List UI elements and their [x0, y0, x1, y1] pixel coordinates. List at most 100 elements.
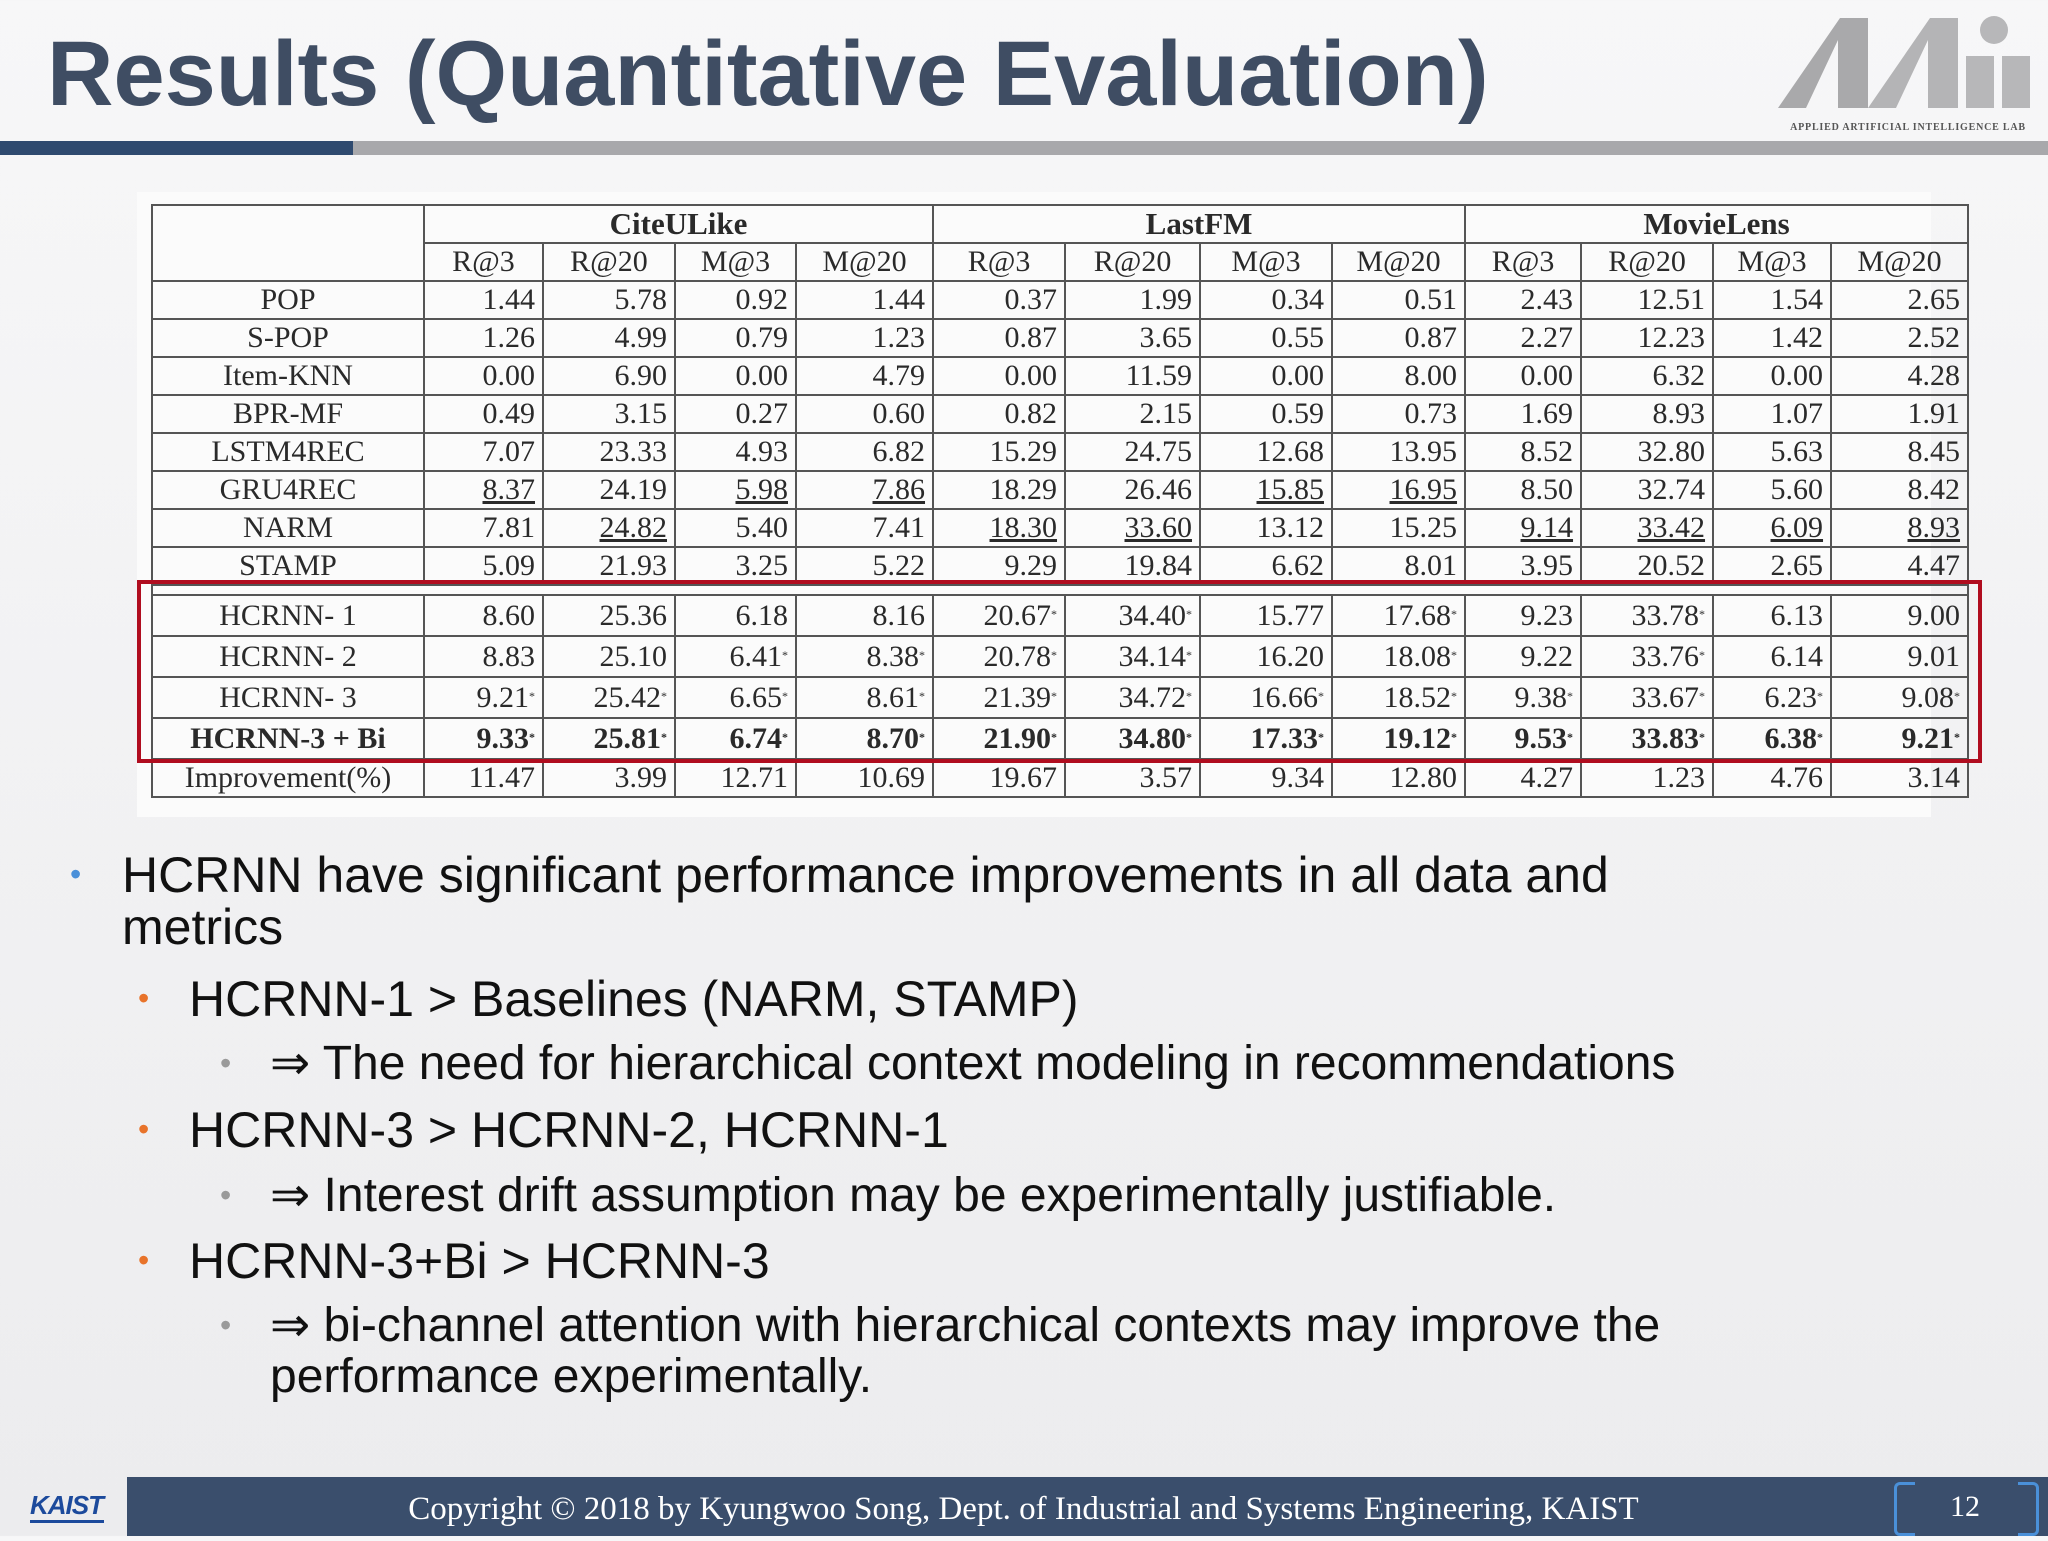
logo-mark: Mi: [1768, 0, 1770, 1]
metric-header: R@20: [1580, 242, 1715, 282]
cell-value: 8.38: [866, 639, 920, 673]
table-cell: 5.40: [674, 508, 797, 548]
table-cell: 6.23*: [1712, 676, 1833, 719]
cell-value: 9.23: [1520, 598, 1574, 632]
table-header-metrics: R@3 R@20 M@3 M@20 R@3 R@20 M@3 M@20 R@3 R@20 M@3 M@…: [152, 242, 1970, 282]
table-cell: 26.46: [1064, 470, 1202, 510]
table-cell: 5.60: [1712, 470, 1833, 510]
cell-value: 0.55: [1271, 321, 1325, 354]
table-cell: 4.76: [1712, 758, 1833, 798]
table-cell: 15.29: [932, 432, 1067, 472]
cell-value: 3.15: [614, 397, 668, 430]
title-underline: [353, 141, 2048, 155]
cell-value: 8.50: [1520, 473, 1574, 506]
table-cell: 9.21*: [1830, 717, 1970, 760]
table-cell: 9.22: [1464, 635, 1583, 678]
row-label: NARM: [151, 508, 425, 548]
cell-value: 1.44: [872, 283, 926, 316]
bullet-dot-icon: •: [220, 1177, 232, 1213]
table-cell: 6.65*: [674, 676, 797, 719]
table-cell: 0.27: [674, 394, 797, 434]
table-cell: 21.93: [542, 546, 676, 586]
cell-value: 23.33: [599, 435, 668, 468]
cell-value: 5.60: [1770, 473, 1824, 506]
sub-sub-bullet-point: ⇒ bi-channel attention with hierarchical…: [270, 1299, 1661, 1352]
table-cell: 3.95: [1464, 546, 1583, 586]
table-cell: 0.00: [1712, 356, 1833, 396]
table-cell: 3.15: [542, 394, 676, 434]
cell-value: 6.09: [1770, 511, 1824, 544]
table-cell: 8.83: [423, 635, 544, 678]
table-cell: 7.41: [794, 508, 935, 548]
title-underline-accent: [0, 141, 353, 155]
row-label: POP: [151, 280, 425, 320]
significance-star: *: [1051, 647, 1058, 662]
cell-value: 6.18: [735, 598, 789, 632]
cell-value: 6.90: [614, 359, 668, 392]
significance-star: *: [1186, 647, 1193, 662]
cell-value: 25.36: [599, 598, 668, 632]
bracket-left-icon: [1894, 1482, 1915, 1536]
table-cell: 4.79: [794, 356, 935, 396]
cell-value: 33.60: [1124, 511, 1193, 544]
cell-value: 21.90: [983, 721, 1052, 755]
bullet-point: HCRNN have significant performance impro…: [122, 847, 1609, 903]
ai-lab-logo: Mi: [1768, 0, 2030, 108]
significance-star: *: [1699, 647, 1706, 662]
table-cell: 6.38*: [1712, 717, 1833, 760]
table-cell: 20.78*: [932, 635, 1067, 678]
cell-value: 34.14: [1118, 639, 1187, 673]
table-cell: 2.65: [1712, 546, 1833, 586]
footer-bar: [127, 1477, 1920, 1536]
table-cell: 1.54: [1712, 280, 1833, 320]
metric-header: R@3: [932, 242, 1067, 282]
table-cell: 9.14: [1464, 508, 1583, 548]
cell-value: 32.74: [1637, 473, 1706, 506]
cell-value: 1.42: [1770, 321, 1824, 354]
table-cell: 20.67*: [932, 594, 1067, 637]
table-cell: 0.51: [1331, 280, 1467, 320]
cell-value: 6.41: [729, 639, 783, 673]
significance-star: *: [1318, 729, 1325, 744]
row-label: HCRNN- 1: [151, 594, 425, 637]
cell-value: 0.00: [1271, 359, 1325, 392]
bullet-dot-icon: •: [220, 1045, 232, 1081]
cell-value: 8.01: [1404, 549, 1458, 582]
cell-value: 33.83: [1631, 721, 1700, 755]
page-number: 12: [1950, 1490, 1980, 1523]
cell-value: 5.09: [482, 549, 536, 582]
significance-star: *: [1699, 606, 1706, 621]
table-cell: 6.62: [1199, 546, 1334, 586]
cell-value: 4.93: [735, 435, 789, 468]
table-cell: 8.45: [1830, 432, 1970, 472]
table-cell: 0.73: [1331, 394, 1467, 434]
significance-star: *: [1699, 729, 1706, 744]
table-cell: 9.38*: [1464, 676, 1583, 719]
cell-value: 9.14: [1520, 511, 1574, 544]
cell-value: 0.60: [872, 397, 926, 430]
cell-value: 33.76: [1631, 639, 1700, 673]
table-cell: 16.20: [1199, 635, 1334, 678]
cell-value: 6.82: [872, 435, 926, 468]
table-cell: 10.69: [794, 758, 935, 798]
table-cell: 0.87: [932, 318, 1067, 358]
cell-value: 18.29: [989, 473, 1058, 506]
bullet-point: metrics: [122, 899, 284, 955]
table-cell: 33.67*: [1580, 676, 1715, 719]
table-cell: 7.07: [423, 432, 544, 472]
cell-value: 6.23: [1764, 680, 1818, 714]
table-cell: 9.33*: [423, 717, 544, 760]
significance-star: *: [1051, 688, 1058, 703]
bullet-dot-icon: •: [138, 1111, 150, 1147]
table-cell: 0.00: [423, 356, 544, 396]
cell-value: 1.23: [872, 321, 926, 354]
significance-star: *: [661, 688, 667, 703]
table-cell: 34.80*: [1064, 717, 1202, 760]
cell-value: 3.95: [1520, 549, 1574, 582]
table-cell: 16.95: [1331, 470, 1467, 510]
table-cell: 2.52: [1830, 318, 1970, 358]
row-label: Improvement(%): [151, 758, 425, 798]
significance-star: *: [1451, 729, 1458, 744]
table-cell: 5.09: [423, 546, 544, 586]
table-cell: 8.70*: [794, 717, 935, 760]
